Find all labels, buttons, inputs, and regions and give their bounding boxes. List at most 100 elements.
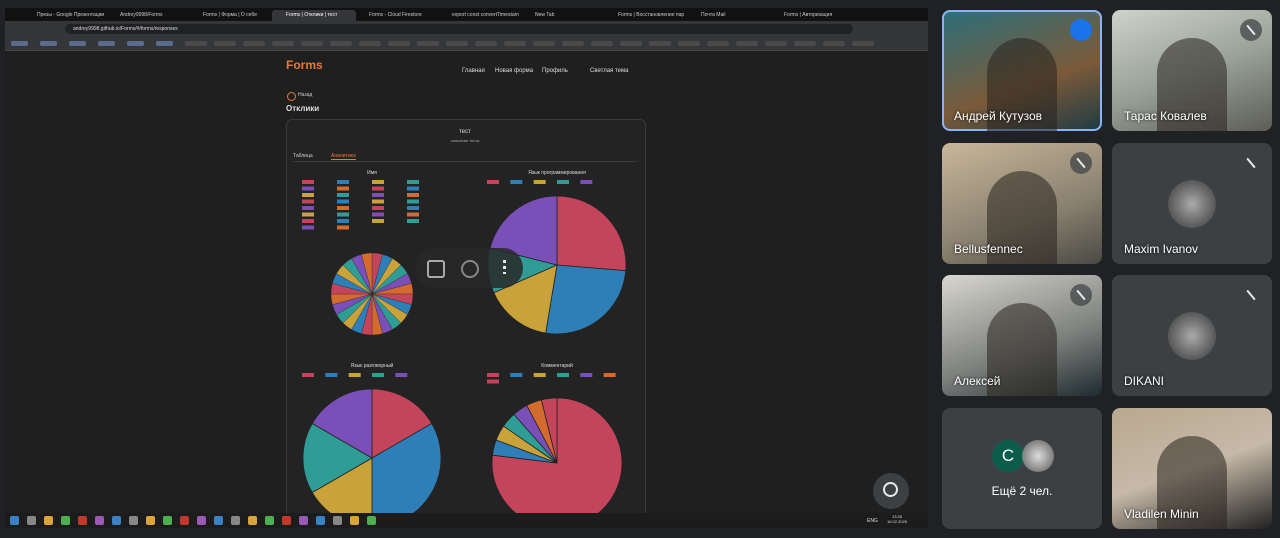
bookmark[interactable] bbox=[243, 41, 265, 46]
participant-tile[interactable]: Алексей bbox=[942, 275, 1102, 396]
tab[interactable]: Andrey9998/Forms bbox=[120, 12, 163, 18]
bookmark[interactable] bbox=[649, 41, 671, 46]
bookmark[interactable] bbox=[11, 41, 28, 46]
bookmark[interactable] bbox=[156, 41, 173, 46]
bookmark[interactable] bbox=[359, 41, 381, 46]
bookmark[interactable] bbox=[301, 41, 323, 46]
bookmark[interactable] bbox=[707, 41, 729, 46]
participant-tile[interactable]: Bellusfennec bbox=[942, 142, 1102, 264]
tab[interactable]: Forms | Форма | О себе bbox=[203, 12, 257, 18]
bookmark[interactable] bbox=[504, 41, 526, 46]
nav-link[interactable]: Светлая тема bbox=[590, 68, 629, 74]
taskbar-icon[interactable] bbox=[316, 516, 325, 525]
bookmark[interactable] bbox=[417, 41, 439, 46]
tab[interactable]: New Tab bbox=[535, 12, 555, 18]
taskbar-icon[interactable] bbox=[350, 516, 359, 525]
bookmark[interactable] bbox=[185, 41, 207, 46]
url[interactable]: andrey9998.github.io/Forms/#/forms/respo… bbox=[65, 24, 853, 34]
bookmark[interactable] bbox=[388, 41, 410, 46]
more-icon[interactable] bbox=[503, 260, 506, 274]
pin-icon[interactable] bbox=[427, 260, 445, 278]
legend-swatch bbox=[510, 180, 523, 184]
taskbar-icon[interactable] bbox=[129, 516, 138, 525]
bookmark[interactable] bbox=[214, 41, 236, 46]
participant-tile[interactable]: Андрей Кутузов bbox=[942, 10, 1102, 131]
taskbar-icon[interactable] bbox=[78, 516, 87, 525]
zoom-button[interactable] bbox=[873, 473, 909, 509]
pie-slice[interactable] bbox=[371, 388, 433, 459]
participant-tile[interactable]: DIKANI bbox=[1112, 275, 1272, 396]
taskbar-icon[interactable] bbox=[163, 516, 172, 525]
taskbar-icon[interactable] bbox=[265, 516, 274, 525]
taskbar-icon[interactable] bbox=[27, 516, 36, 525]
view-tab[interactable]: Аналитика bbox=[331, 153, 356, 160]
bookmark[interactable] bbox=[562, 41, 584, 46]
tab[interactable]: Forms | Авторизация bbox=[784, 12, 833, 18]
taskbar-icon[interactable] bbox=[367, 516, 376, 525]
bookmark[interactable] bbox=[69, 41, 86, 46]
bookmark[interactable] bbox=[794, 41, 816, 46]
tab[interactable]: Forms | Восстановление пар bbox=[618, 12, 685, 18]
bookmark[interactable] bbox=[736, 41, 758, 46]
legend-swatch bbox=[325, 373, 338, 377]
pie-slice[interactable] bbox=[371, 422, 442, 514]
legend-swatch bbox=[557, 373, 569, 377]
taskbar-icon[interactable] bbox=[333, 516, 342, 525]
tab[interactable]: Forms - Cloud Firestore bbox=[369, 12, 422, 18]
bookmark[interactable] bbox=[446, 41, 468, 46]
mute-icon[interactable] bbox=[461, 260, 479, 278]
taskbar-icon[interactable] bbox=[95, 516, 104, 525]
pie-slice[interactable] bbox=[311, 457, 373, 513]
taskbar-icon[interactable] bbox=[61, 516, 70, 525]
view-tab[interactable]: Таблица bbox=[293, 153, 313, 159]
bookmark[interactable] bbox=[40, 41, 57, 46]
taskbar-icon[interactable] bbox=[248, 516, 257, 525]
tab[interactable]: Forms | Отклики | тест bbox=[272, 10, 356, 21]
speaking-indicator bbox=[1070, 19, 1092, 41]
pie-slice[interactable] bbox=[361, 252, 373, 295]
bookmark[interactable] bbox=[678, 41, 700, 46]
nav-link[interactable]: Новая форма bbox=[495, 68, 534, 74]
pie-slice[interactable] bbox=[556, 195, 627, 272]
bookmark[interactable] bbox=[823, 41, 845, 46]
tab[interactable]: Презы - Google Презентации bbox=[37, 12, 105, 18]
bookmark[interactable] bbox=[591, 41, 613, 46]
pie-slice[interactable] bbox=[540, 397, 558, 464]
bookmark[interactable] bbox=[533, 41, 555, 46]
taskbar-icon[interactable] bbox=[299, 516, 308, 525]
bookmark[interactable] bbox=[330, 41, 352, 46]
taskbar-icon[interactable] bbox=[214, 516, 223, 525]
bookmark[interactable] bbox=[620, 41, 642, 46]
pie-slice[interactable] bbox=[302, 422, 373, 494]
participant-tile[interactable]: Maxim Ivanov bbox=[1112, 142, 1272, 264]
taskbar-icon[interactable] bbox=[146, 516, 155, 525]
back-link[interactable]: Назад bbox=[298, 92, 313, 98]
bookmark[interactable] bbox=[272, 41, 294, 46]
logo[interactable]: Forms bbox=[286, 58, 323, 72]
pie-slice[interactable] bbox=[491, 397, 623, 513]
participant-tile[interactable]: Vladilen Minin bbox=[1112, 407, 1272, 529]
taskbar-icon[interactable] bbox=[10, 516, 19, 525]
taskbar-icon[interactable] bbox=[44, 516, 53, 525]
taskbar-icon[interactable] bbox=[231, 516, 240, 525]
pie-slice[interactable] bbox=[545, 264, 627, 335]
participant-tile[interactable]: С Ещё 2 чел. bbox=[942, 407, 1102, 529]
language: ENG bbox=[867, 518, 878, 524]
bookmark[interactable] bbox=[765, 41, 787, 46]
pie-slice[interactable] bbox=[489, 195, 558, 266]
taskbar-icon[interactable] bbox=[112, 516, 121, 525]
bookmark[interactable] bbox=[852, 41, 874, 46]
bookmark[interactable] bbox=[475, 41, 497, 46]
tab[interactable]: Почта Mail bbox=[701, 12, 726, 18]
participant-tile[interactable]: Тарас Ковалев bbox=[1112, 10, 1272, 131]
tab[interactable]: export const convertTimestam bbox=[452, 12, 519, 18]
pie-slice[interactable] bbox=[493, 264, 558, 334]
taskbar-icon[interactable] bbox=[180, 516, 189, 525]
bookmark[interactable] bbox=[127, 41, 144, 46]
nav-link[interactable]: Главная bbox=[462, 68, 485, 74]
nav-link[interactable]: Профиль bbox=[542, 68, 568, 74]
pie-slice[interactable] bbox=[311, 388, 373, 459]
bookmark[interactable] bbox=[98, 41, 115, 46]
taskbar-icon[interactable] bbox=[197, 516, 206, 525]
taskbar-icon[interactable] bbox=[282, 516, 291, 525]
